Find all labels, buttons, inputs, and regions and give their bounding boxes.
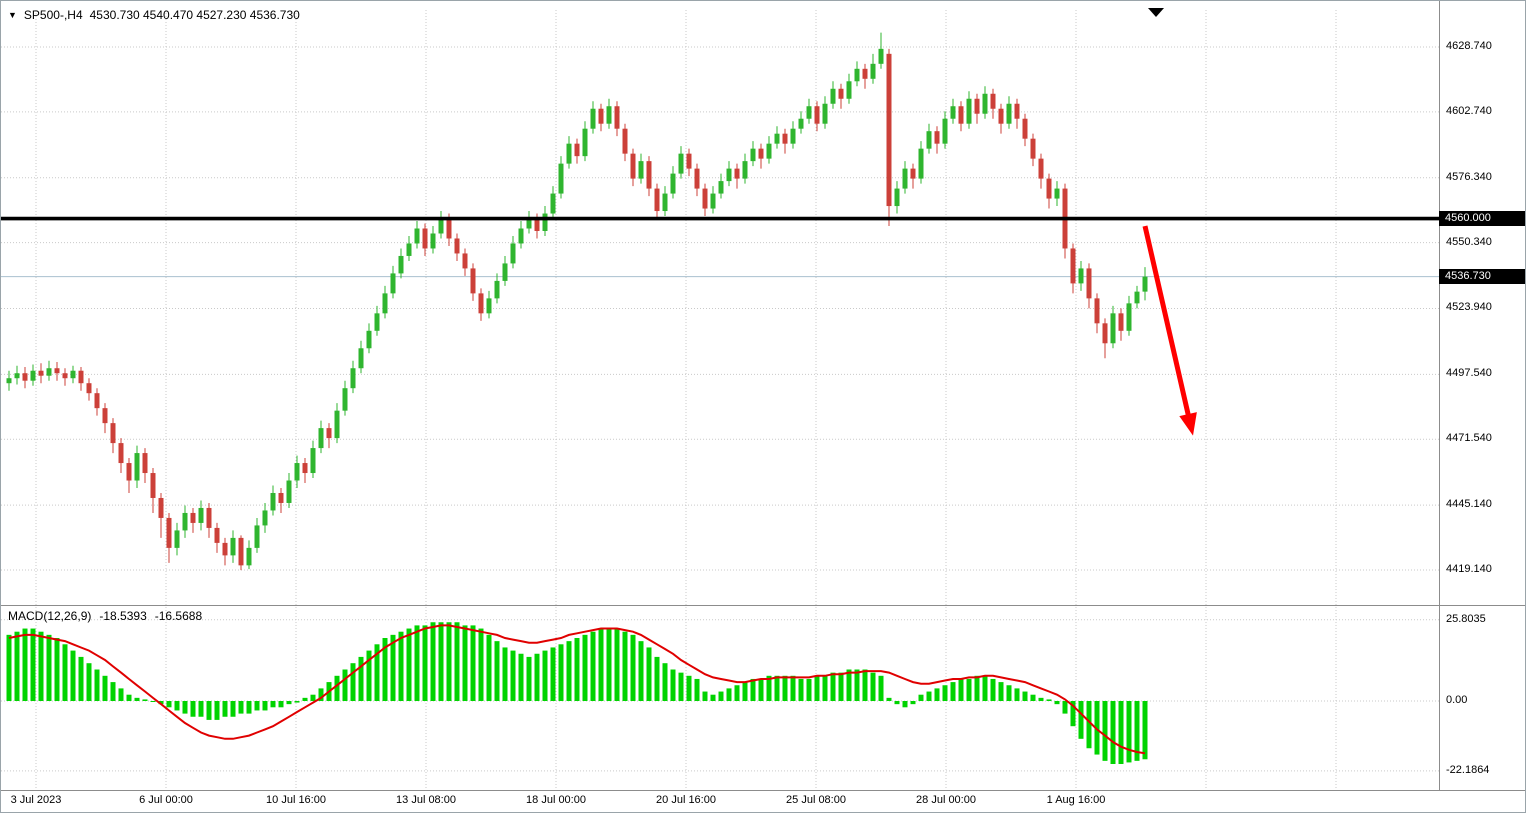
time-tick-label: 13 Jul 08:00 <box>396 794 456 806</box>
chart-collapse-icon[interactable]: ▼ <box>8 10 17 20</box>
time-tick-label: 10 Jul 16:00 <box>266 794 326 806</box>
price-tick-label: 4523.940 <box>1446 301 1492 314</box>
time-tick-label: 25 Jul 08:00 <box>786 794 846 806</box>
time-tick-label: 18 Jul 00:00 <box>526 794 586 806</box>
price-axis[interactable]: 4560.000 4536.730 4628.740 4602.740 4576.3… <box>1439 1 1525 790</box>
macd-layer <box>6 622 1148 764</box>
price-tick-label: 4419.140 <box>1446 562 1492 575</box>
time-tick-label: 28 Jul 00:00 <box>916 794 976 806</box>
time-tick-label: 1 Aug 16:00 <box>1046 794 1106 806</box>
trend-arrow-annotation[interactable] <box>1142 225 1197 436</box>
price-tick-label: 4576.340 <box>1446 170 1492 183</box>
candles-layer <box>6 32 1148 571</box>
price-tick-label: 4550.340 <box>1446 235 1492 248</box>
price-tick-label: 4602.740 <box>1446 104 1492 117</box>
time-tick-label: 20 Jul 16:00 <box>656 794 716 806</box>
macd-signal-value: -16.5688 <box>154 609 203 623</box>
grid-layer <box>1 10 1439 789</box>
macd-indicator-label: MACD(12,26,9) -18.5393 -16.5688 <box>8 609 202 623</box>
time-tick-label: 3 Jul 2023 <box>10 794 62 806</box>
price-tick-label: 4445.140 <box>1446 498 1492 511</box>
macd-tick-label: 0.00 <box>1446 694 1468 706</box>
macd-tick-label: -22.1864 <box>1446 763 1490 776</box>
panel-borders <box>1 1 1525 791</box>
ohlc-values: 4530.730 4540.470 4527.230 4536.730 <box>89 8 300 22</box>
chart-shift-marker-icon[interactable] <box>1148 8 1164 17</box>
macd-tick-label: 25.8035 <box>1446 612 1486 625</box>
symbol-timeframe-label: SP500-,H4 <box>23 8 83 22</box>
current-price-badge: 4536.730 <box>1439 269 1525 285</box>
chart-header: ▼ SP500-,H4 4530.730 4540.470 4527.230 4… <box>8 8 300 22</box>
time-tick-label: 6 Jul 00:00 <box>139 794 193 806</box>
price-tick-label: 4497.540 <box>1446 367 1492 380</box>
price-badge-level: 4560.000 <box>1439 211 1525 227</box>
time-axis[interactable]: 3 Jul 2023 6 Jul 00:00 10 Jul 16:00 13 Jul … <box>1 791 1525 812</box>
price-tick-label: 4471.540 <box>1446 432 1492 445</box>
macd-name: MACD(12,26,9) <box>8 609 92 623</box>
macd-main-value: -18.5393 <box>99 609 147 623</box>
macd-signal-line <box>8 624 1146 755</box>
price-tick-label: 4628.740 <box>1446 40 1492 52</box>
